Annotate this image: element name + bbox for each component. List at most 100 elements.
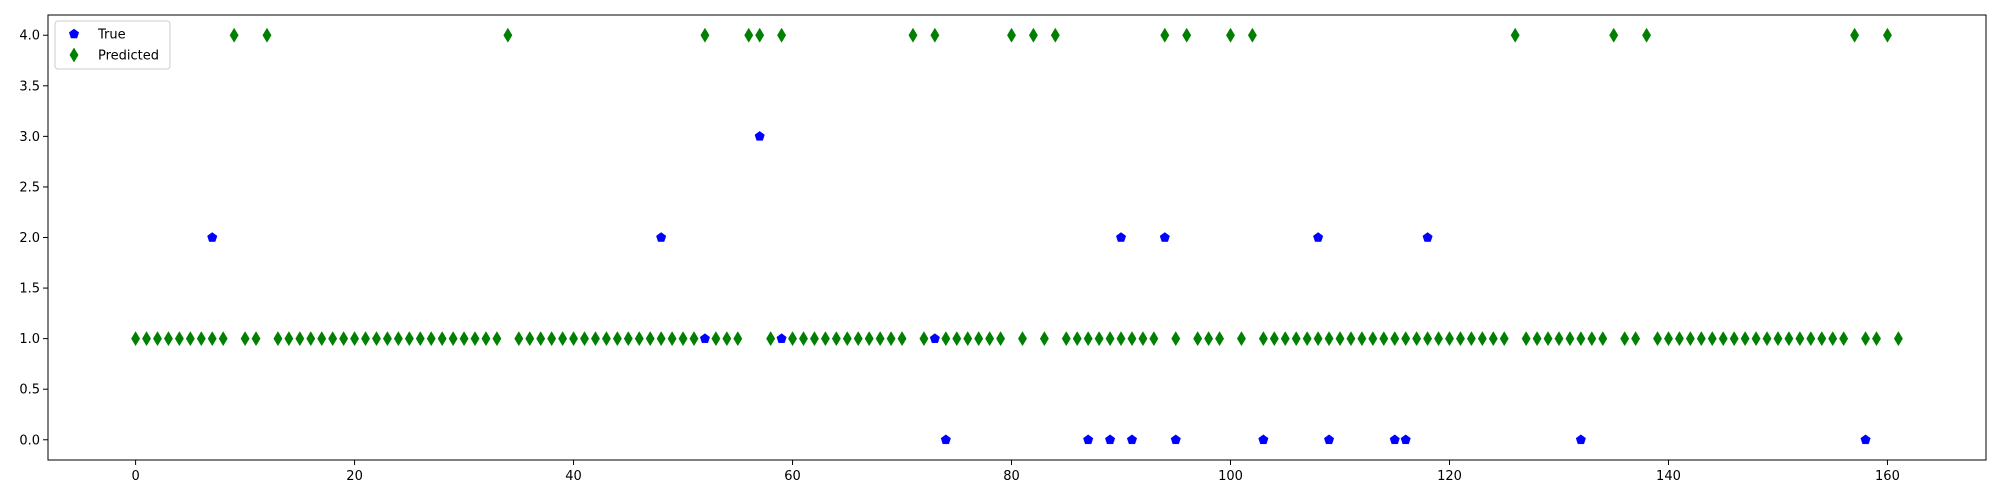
point-predicted: [1674, 331, 1684, 347]
point-predicted: [415, 331, 425, 347]
point-predicted: [1313, 331, 1323, 347]
point-predicted: [700, 27, 710, 43]
point-predicted: [875, 331, 885, 347]
point-predicted: [1390, 331, 1400, 347]
point-predicted: [1806, 331, 1816, 347]
point-predicted: [985, 331, 995, 347]
point-predicted: [601, 331, 611, 347]
point-predicted: [667, 331, 677, 347]
point-predicted: [733, 331, 743, 347]
point-predicted: [328, 331, 338, 347]
x-tick-label: 20: [346, 469, 363, 484]
point-predicted: [1061, 331, 1071, 347]
point-predicted: [809, 331, 819, 347]
legend-box: [54, 20, 171, 70]
point-predicted: [1554, 331, 1564, 347]
point-predicted: [1444, 331, 1454, 347]
point-predicted: [448, 331, 458, 347]
point-predicted: [590, 331, 600, 347]
point-predicted: [1247, 27, 1257, 43]
x-tick-label: 160: [1875, 469, 1900, 484]
point-predicted: [1466, 331, 1476, 347]
point-predicted: [1839, 331, 1849, 347]
point-predicted: [711, 331, 721, 347]
point-predicted: [185, 331, 195, 347]
point-predicted: [251, 331, 261, 347]
point-predicted: [722, 331, 732, 347]
series-predicted: [131, 27, 1903, 347]
point-predicted: [1269, 331, 1279, 347]
point-predicted: [1412, 331, 1422, 347]
y-tick-label: 3.5: [19, 79, 40, 94]
point-predicted: [1182, 27, 1192, 43]
point-predicted: [470, 331, 480, 347]
point-predicted: [371, 331, 381, 347]
point-predicted: [1094, 331, 1104, 347]
point-true: [1258, 434, 1269, 445]
point-predicted: [1401, 331, 1411, 347]
x-tick-label: 60: [784, 469, 801, 484]
point-predicted: [1226, 27, 1236, 43]
x-tick-label: 40: [565, 469, 582, 484]
point-predicted: [580, 331, 590, 347]
point-predicted: [1368, 331, 1378, 347]
point-predicted: [996, 331, 1006, 347]
point-predicted: [1773, 331, 1783, 347]
point-predicted: [152, 331, 162, 347]
point-predicted: [1685, 331, 1695, 347]
point-predicted: [963, 331, 973, 347]
point-predicted: [908, 27, 918, 43]
y-tick-label: 0.5: [19, 383, 40, 398]
point-predicted: [525, 331, 535, 347]
point-predicted: [1258, 331, 1268, 347]
point-predicted: [1499, 331, 1509, 347]
point-predicted: [163, 331, 173, 347]
point-predicted: [273, 331, 283, 347]
point-predicted: [1434, 331, 1444, 347]
point-predicted: [1083, 331, 1093, 347]
point-predicted: [1324, 331, 1334, 347]
point-true: [1422, 232, 1433, 242]
point-true: [1170, 434, 1181, 445]
point-predicted: [1893, 331, 1903, 347]
point-predicted: [514, 331, 524, 347]
point-predicted: [317, 331, 327, 347]
point-predicted: [777, 27, 787, 43]
point-predicted: [142, 331, 152, 347]
point-predicted: [1565, 331, 1575, 347]
point-predicted: [1532, 331, 1542, 347]
point-true: [929, 333, 940, 343]
point-predicted: [744, 27, 754, 43]
y-tick-label: 4.0: [19, 29, 40, 44]
point-predicted: [645, 331, 655, 347]
point-predicted: [1050, 27, 1060, 43]
point-predicted: [393, 331, 403, 347]
point-predicted: [1007, 27, 1017, 43]
point-predicted: [1587, 331, 1597, 347]
point-predicted: [831, 331, 841, 347]
point-predicted: [919, 331, 929, 347]
point-true: [207, 232, 218, 242]
axis-ticks: 0 20 40 60 80 100 120 140 160 0.0 0.5 1.0 1.5 2.0 2.5 3…: [19, 29, 1900, 484]
point-predicted: [503, 27, 513, 43]
point-true: [1389, 434, 1400, 445]
point-predicted: [1642, 27, 1652, 43]
point-predicted: [1236, 331, 1246, 347]
y-tick-label: 2.5: [19, 180, 40, 195]
x-tick-label: 120: [1437, 469, 1462, 484]
y-tick-label: 1.5: [19, 282, 40, 297]
point-predicted: [678, 331, 688, 347]
point-predicted: [1620, 331, 1630, 347]
point-predicted: [623, 331, 633, 347]
point-predicted: [1784, 331, 1794, 347]
point-predicted: [1335, 331, 1345, 347]
point-true: [1083, 434, 1094, 445]
point-predicted: [1171, 331, 1181, 347]
point-predicted: [1302, 331, 1312, 347]
point-predicted: [1423, 331, 1433, 347]
point-predicted: [1028, 27, 1038, 43]
point-predicted: [798, 331, 808, 347]
point-predicted: [350, 331, 360, 347]
point-predicted: [1215, 331, 1225, 347]
